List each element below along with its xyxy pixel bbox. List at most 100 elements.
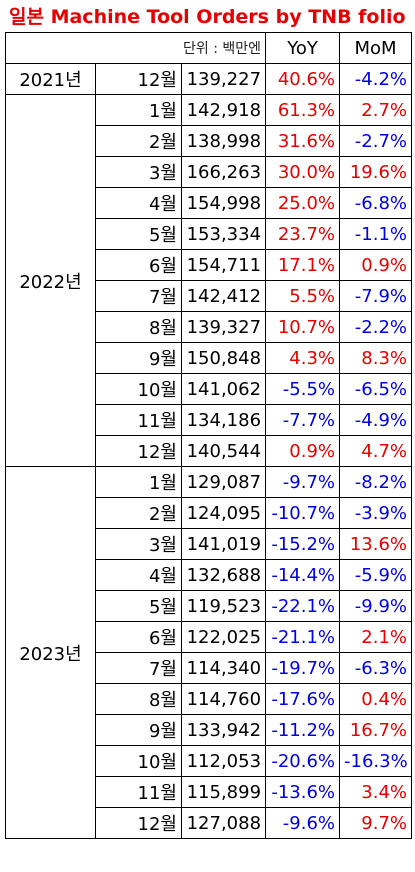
table-row: 9월 133,942 -11.2% 16.7%: [6, 714, 413, 746]
yoy-cell: -22.1%: [265, 590, 341, 622]
yoy-cell: 5.5%: [265, 280, 341, 312]
value-cell: 127,088: [180, 807, 267, 839]
mom-cell: -4.2%: [339, 63, 413, 95]
table-row: 4월 132,688 -14.4% -5.9%: [6, 559, 413, 591]
mom-header: MoM: [339, 32, 413, 64]
value-cell: 142,412: [180, 280, 267, 312]
month-cell: 7월: [95, 280, 182, 312]
month-cell: 4월: [95, 559, 182, 591]
value-cell: 115,899: [180, 776, 267, 808]
table-row: 4월 154,998 25.0% -6.8%: [6, 187, 413, 219]
value-cell: 122,025: [180, 621, 267, 653]
table-row: 5월 119,523 -22.1% -9.9%: [6, 590, 413, 622]
yoy-cell: 31.6%: [265, 125, 341, 157]
yoy-cell: 4.3%: [265, 342, 341, 374]
month-cell: 12월: [95, 435, 182, 467]
value-cell: 153,334: [180, 218, 267, 250]
month-cell: 5월: [95, 590, 182, 622]
value-cell: 124,095: [180, 497, 267, 529]
value-cell: 140,544: [180, 435, 267, 467]
value-cell: 141,062: [180, 373, 267, 405]
mom-cell: 8.3%: [339, 342, 413, 374]
yoy-cell: 23.7%: [265, 218, 341, 250]
yoy-cell: -17.6%: [265, 683, 341, 715]
yoy-cell: 61.3%: [265, 94, 341, 126]
table-row: 2021년 12월 139,227 40.6% -4.2%: [5, 63, 413, 95]
value-cell: 119,523: [180, 590, 267, 622]
table-row: 7월 142,412 5.5% -7.9%: [6, 280, 413, 312]
mom-cell: 4.7%: [339, 435, 413, 467]
table-row: 3월 141,019 -15.2% 13.6%: [6, 528, 413, 560]
yoy-cell: 0.9%: [265, 435, 341, 467]
table-row: 2월 124,095 -10.7% -3.9%: [6, 497, 413, 529]
value-cell: 112,053: [180, 745, 267, 777]
value-cell: 141,019: [180, 528, 267, 560]
month-cell: 2월: [95, 125, 182, 157]
mom-cell: -3.9%: [339, 497, 413, 529]
month-cell: 3월: [95, 528, 182, 560]
mom-cell: -9.9%: [339, 590, 413, 622]
yoy-cell: 10.7%: [265, 311, 341, 343]
mom-cell: -7.9%: [339, 280, 413, 312]
year-cell: 2022년: [5, 94, 96, 467]
value-cell: 138,998: [180, 125, 267, 157]
yoy-cell: -7.7%: [265, 404, 341, 436]
unit-label: 단위 : 백만엔: [4, 32, 267, 64]
month-cell: 12월: [95, 63, 182, 95]
yoy-cell: -20.6%: [265, 745, 341, 777]
yoy-cell: 40.6%: [265, 63, 341, 95]
value-cell: 133,942: [180, 714, 267, 746]
mom-cell: -6.5%: [339, 373, 413, 405]
mom-cell: -16.3%: [339, 745, 413, 777]
month-cell: 8월: [95, 683, 182, 715]
value-cell: 114,760: [180, 683, 267, 715]
value-cell: 114,340: [180, 652, 267, 684]
month-cell: 12월: [95, 807, 182, 839]
value-cell: 154,711: [180, 249, 267, 281]
yoy-cell: -11.2%: [265, 714, 341, 746]
yoy-cell: 17.1%: [265, 249, 341, 281]
yoy-header: YoY: [265, 32, 341, 64]
value-cell: 154,998: [180, 187, 267, 219]
month-cell: 11월: [95, 404, 182, 436]
mom-cell: -1.1%: [339, 218, 413, 250]
value-cell: 139,227: [180, 63, 267, 95]
mom-cell: 19.6%: [339, 156, 413, 188]
table-row: 5월 153,334 23.7% -1.1%: [6, 218, 413, 250]
yoy-cell: -21.1%: [265, 621, 341, 653]
mom-cell: -8.2%: [339, 466, 413, 498]
month-cell: 5월: [95, 218, 182, 250]
month-cell: 8월: [95, 311, 182, 343]
mom-cell: -5.9%: [339, 559, 413, 591]
header-row: 단위 : 백만엔 YoY MoM: [4, 32, 413, 64]
page-title: 일본 Machine Tool Orders by TNB folio: [9, 6, 406, 28]
yoy-cell: -15.2%: [265, 528, 341, 560]
yoy-cell: -14.4%: [265, 559, 341, 591]
value-cell: 132,688: [180, 559, 267, 591]
table-row: 8월 139,327 10.7% -2.2%: [6, 311, 413, 343]
month-cell: 9월: [95, 714, 182, 746]
month-cell: 3월: [95, 156, 182, 188]
table-row: 2022년 1월 142,918 61.3% 2.7%: [5, 94, 413, 467]
table-row: 2월 138,998 31.6% -2.7%: [6, 125, 413, 157]
month-cell: 6월: [95, 621, 182, 653]
value-cell: 134,186: [180, 404, 267, 436]
mom-cell: 16.7%: [339, 714, 413, 746]
mom-cell: 2.7%: [339, 94, 413, 126]
table-row: 9월 150,848 4.3% 8.3%: [6, 342, 413, 374]
mom-cell: 0.9%: [339, 249, 413, 281]
month-cell: 6월: [95, 249, 182, 281]
mom-cell: 13.6%: [339, 528, 413, 560]
yoy-cell: -13.6%: [265, 776, 341, 808]
month-cell: 7월: [95, 652, 182, 684]
yoy-cell: 30.0%: [265, 156, 341, 188]
yoy-cell: -19.7%: [265, 652, 341, 684]
month-cell: 1월: [95, 466, 182, 498]
mom-cell: 0.4%: [339, 683, 413, 715]
month-cell: 4월: [95, 187, 182, 219]
table-row: 11월 115,899 -13.6% 3.4%: [6, 776, 413, 808]
year-cell: 2023년: [5, 466, 96, 839]
mom-cell: -4.9%: [339, 404, 413, 436]
value-cell: 129,087: [180, 466, 267, 498]
value-cell: 150,848: [180, 342, 267, 374]
